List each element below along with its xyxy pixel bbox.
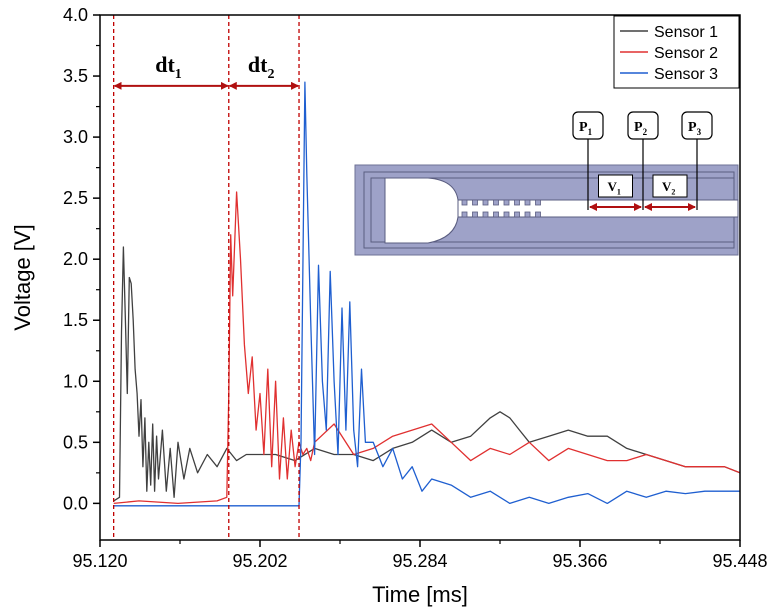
inset-channel-tooth (514, 199, 520, 206)
legend-label-2: Sensor 2 (654, 45, 718, 62)
x-axis-label: Time [ms] (372, 582, 468, 607)
interval-label-dt1: dt1 (155, 52, 182, 82)
inset-channel-tooth (503, 211, 510, 218)
x-tick-label: 95.120 (72, 551, 127, 571)
probe-label-1: P1 (579, 120, 593, 137)
velocity-label-1: V1 (608, 179, 621, 197)
probe-box-2 (627, 111, 659, 140)
series-line-sensor-2 (113, 191, 740, 505)
velocity-label-2: V2 (662, 179, 675, 197)
inset-channel-tooth (482, 211, 489, 218)
y-tick-label: 2.0 (63, 249, 88, 269)
velocity-box-1 (598, 174, 633, 198)
inset-channel-tooth (472, 199, 478, 206)
probe-box-1 (572, 111, 604, 140)
series-line-sensor-1 (113, 246, 740, 502)
inset-channel-tooth (524, 211, 531, 218)
x-tick-label: 95.366 (552, 551, 607, 571)
inset-channel-tooth (524, 199, 531, 206)
y-tick-label: 1.0 (63, 371, 88, 391)
probe-label-3: P3 (688, 120, 702, 137)
y-tick-label: 3.0 (63, 127, 88, 147)
inset-channel-tooth (493, 211, 499, 218)
inset-channel-tooth (472, 211, 478, 218)
x-tick-label: 95.202 (232, 551, 287, 571)
y-axis-label: Voltage [V] (10, 224, 35, 330)
inset-channel-tooth (461, 211, 468, 218)
y-tick-label: 0.0 (63, 493, 88, 513)
y-tick-label: 3.5 (63, 66, 88, 86)
legend-label-1: Sensor 1 (654, 24, 718, 41)
interval-label-dt2: dt2 (248, 52, 275, 82)
y-tick-label: 0.5 (63, 432, 88, 452)
y-tick-label: 4.0 (63, 5, 88, 25)
x-tick-label: 95.284 (392, 551, 447, 571)
series-line-sensor-3 (113, 81, 740, 507)
probe-box-3 (681, 111, 713, 140)
inset-channel-tooth (493, 199, 499, 206)
legend-label-3: Sensor 3 (654, 66, 718, 83)
inset-chamber (384, 177, 459, 244)
probe-label-2: P2 (634, 120, 648, 137)
plot-frame (99, 14, 741, 541)
inset-channel-tooth (535, 211, 541, 218)
y-tick-label: 1.5 (63, 310, 88, 330)
x-tick-label: 95.448 (712, 551, 767, 571)
inset-channel-tooth (514, 211, 520, 218)
inset-channel-tooth (461, 199, 468, 206)
inset-channel-tooth (535, 199, 541, 206)
y-tick-label: 2.5 (63, 188, 88, 208)
velocity-box-2 (652, 174, 688, 198)
inset-channel-tooth (482, 199, 489, 206)
inset-channel-tooth (503, 199, 510, 206)
